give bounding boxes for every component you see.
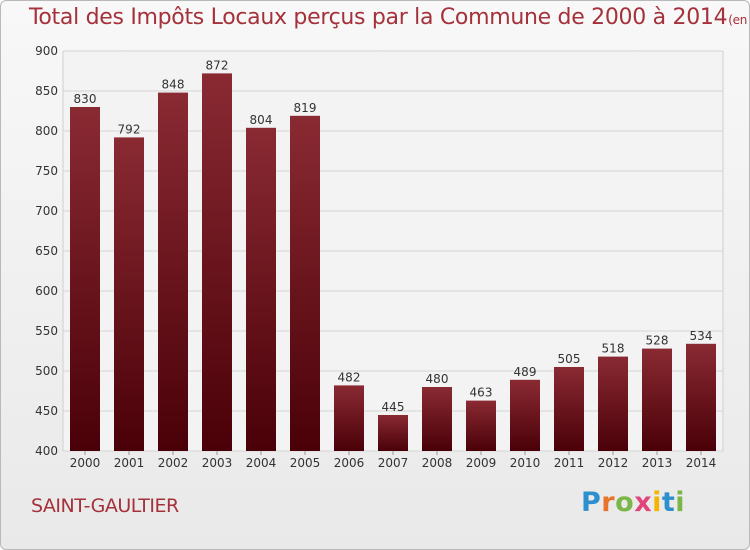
chart-title-unit: (en milliers d'€) <box>728 13 749 27</box>
bar <box>466 400 496 451</box>
chart-title-text: Total des Impôts Locaux perçus par la Co… <box>29 5 728 30</box>
bar <box>114 137 144 451</box>
x-tick-label: 2000 <box>70 456 101 470</box>
bar-value-label: 848 <box>162 78 185 92</box>
y-tick-label: 850 <box>35 84 58 98</box>
bar-value-label: 804 <box>250 113 273 127</box>
bar <box>70 107 100 451</box>
x-tick-label: 2008 <box>422 456 453 470</box>
chart-title: Total des Impôts Locaux perçus par la Co… <box>29 5 749 30</box>
bar-value-label: 872 <box>206 58 229 72</box>
x-tick-label: 2012 <box>598 456 629 470</box>
y-tick-label: 800 <box>35 124 58 138</box>
x-tick-label: 2006 <box>334 456 365 470</box>
bar-value-label: 518 <box>602 342 625 356</box>
bar-value-label: 489 <box>514 365 537 379</box>
x-axis-ticks: 2000 2001 2002 2003 2004 2005 2006 2007 2008 2009… <box>70 451 717 470</box>
bar-value-label: 505 <box>558 352 581 366</box>
logo-letter: t <box>661 487 676 518</box>
y-tick-label: 650 <box>35 244 58 258</box>
bar <box>378 415 408 451</box>
bar <box>158 92 188 451</box>
y-tick-label: 900 <box>35 44 58 58</box>
x-tick-label: 2009 <box>466 456 497 470</box>
logo-letter: i <box>675 487 686 518</box>
bar <box>334 385 364 451</box>
logo-letter: P <box>581 487 602 518</box>
logo-letter: r <box>601 487 616 518</box>
bar <box>510 379 540 451</box>
logo-letter: x <box>634 487 653 518</box>
bar-value-label: 819 <box>294 101 317 115</box>
x-tick-label: 2002 <box>158 456 189 470</box>
y-tick-label: 450 <box>35 404 58 418</box>
bar <box>598 356 628 451</box>
x-tick-label: 2007 <box>378 456 409 470</box>
bar-value-label: 792 <box>118 122 141 136</box>
x-tick-label: 2014 <box>686 456 717 470</box>
bars: 830 792 848 872 804 819 482 445 480 463 489 505 518 5… <box>70 58 716 452</box>
x-tick-label: 2001 <box>114 456 145 470</box>
x-tick-label: 2003 <box>202 456 233 470</box>
bar <box>686 343 716 451</box>
bar <box>422 387 452 451</box>
x-tick-label: 2010 <box>510 456 541 470</box>
bar-value-label: 445 <box>382 400 405 414</box>
bar-value-label: 534 <box>690 329 713 343</box>
bar <box>290 115 320 452</box>
y-tick-label: 400 <box>35 444 58 458</box>
y-tick-label: 600 <box>35 284 58 298</box>
logo-letter: o <box>615 487 635 518</box>
x-tick-label: 2013 <box>642 456 673 470</box>
bar <box>642 348 672 451</box>
y-tick-label: 750 <box>35 164 58 178</box>
x-tick-label: 2004 <box>246 456 277 470</box>
y-tick-label: 700 <box>35 204 58 218</box>
bar <box>246 127 276 452</box>
bar-value-label: 528 <box>646 334 669 348</box>
bar-value-label: 463 <box>470 386 493 400</box>
y-tick-label: 550 <box>35 324 58 338</box>
logo-letter: i <box>652 487 662 518</box>
y-axis-ticks: 400 450 500 550 600 650 700 750 800 850 900 <box>35 44 58 458</box>
x-tick-label: 2005 <box>290 456 321 470</box>
bar-value-label: 480 <box>426 372 449 386</box>
bar-value-label: 482 <box>338 370 361 384</box>
x-tick-label: 2011 <box>554 456 585 470</box>
y-tick-label: 500 <box>35 364 58 378</box>
commune-name: SAINT-GAULTIER <box>31 495 179 517</box>
proxiti-logo: Proxiti <box>581 487 685 518</box>
bar-value-label: 830 <box>74 92 97 106</box>
bar <box>202 73 232 452</box>
bar <box>554 367 584 451</box>
